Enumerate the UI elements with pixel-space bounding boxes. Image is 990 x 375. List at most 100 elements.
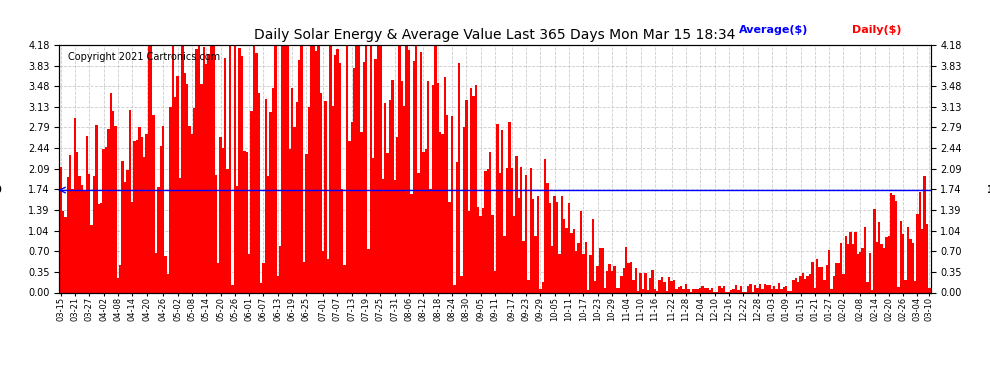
Bar [465,100,467,292]
Bar [677,287,680,292]
Bar [499,172,501,292]
Bar [334,55,337,292]
Bar [821,267,824,292]
Bar [892,195,895,292]
Bar [876,242,878,292]
Bar [613,266,616,292]
Bar [148,45,150,292]
Bar [93,176,95,292]
Bar [136,140,139,292]
Bar [384,103,386,292]
Bar [360,132,362,292]
Bar [699,288,702,292]
Bar [515,156,518,292]
Bar [403,106,406,292]
Bar [489,152,491,292]
Bar [291,88,293,292]
Bar [921,229,924,292]
Bar [883,248,885,292]
Bar [508,122,511,292]
Bar [494,271,496,292]
Bar [885,237,888,292]
Text: 1.730: 1.730 [0,185,3,195]
Bar [709,290,711,292]
Bar [217,262,220,292]
Bar [430,189,432,292]
Bar [212,45,215,292]
Bar [912,243,914,292]
Bar [897,287,900,292]
Bar [642,290,644,292]
Bar [477,207,479,292]
Bar [863,227,866,292]
Bar [482,208,484,292]
Bar [746,286,749,292]
Bar [828,250,831,292]
Bar [836,262,838,292]
Bar [723,286,726,292]
Bar [262,263,264,292]
Bar [555,202,558,292]
Bar [166,274,169,292]
Bar [61,211,64,292]
Bar [888,236,890,292]
Bar [844,236,847,292]
Bar [577,243,580,292]
Bar [193,108,195,292]
Bar [396,137,398,292]
Bar [878,222,880,292]
Bar [472,96,475,292]
Bar [143,156,146,292]
Bar [523,241,525,292]
Bar [389,100,391,292]
Bar [540,289,542,292]
Bar [637,291,640,292]
Bar [685,284,687,292]
Bar [394,180,396,292]
Bar [313,45,315,292]
Bar [702,286,704,292]
Bar [112,111,114,292]
Bar [369,45,372,292]
Bar [246,152,248,292]
Bar [78,176,81,292]
Bar [668,277,670,292]
Bar [763,284,766,292]
Bar [374,59,377,292]
Bar [191,134,193,292]
Bar [141,137,143,292]
Bar [406,46,408,292]
Bar [458,63,460,292]
Bar [129,110,131,292]
Bar [551,246,553,292]
Bar [635,268,637,292]
Bar [308,107,310,292]
Bar [236,186,239,292]
Bar [301,45,303,292]
Bar [924,177,926,292]
Bar [479,216,482,292]
Bar [721,288,723,292]
Bar [162,126,164,292]
Bar [320,93,322,292]
Bar [252,45,255,292]
Bar [582,254,584,292]
Bar [838,262,840,292]
Bar [902,234,904,292]
Bar [272,88,274,292]
Bar [198,45,200,292]
Bar [904,280,907,292]
Bar [565,228,568,292]
Bar [506,168,508,292]
Bar [122,161,124,292]
Bar [807,276,809,292]
Bar [909,240,912,292]
Bar [606,272,609,292]
Bar [811,262,814,292]
Bar [210,45,212,292]
Bar [159,146,162,292]
Bar [435,45,437,292]
Bar [420,52,422,292]
Bar [410,195,413,292]
Bar [448,202,450,292]
